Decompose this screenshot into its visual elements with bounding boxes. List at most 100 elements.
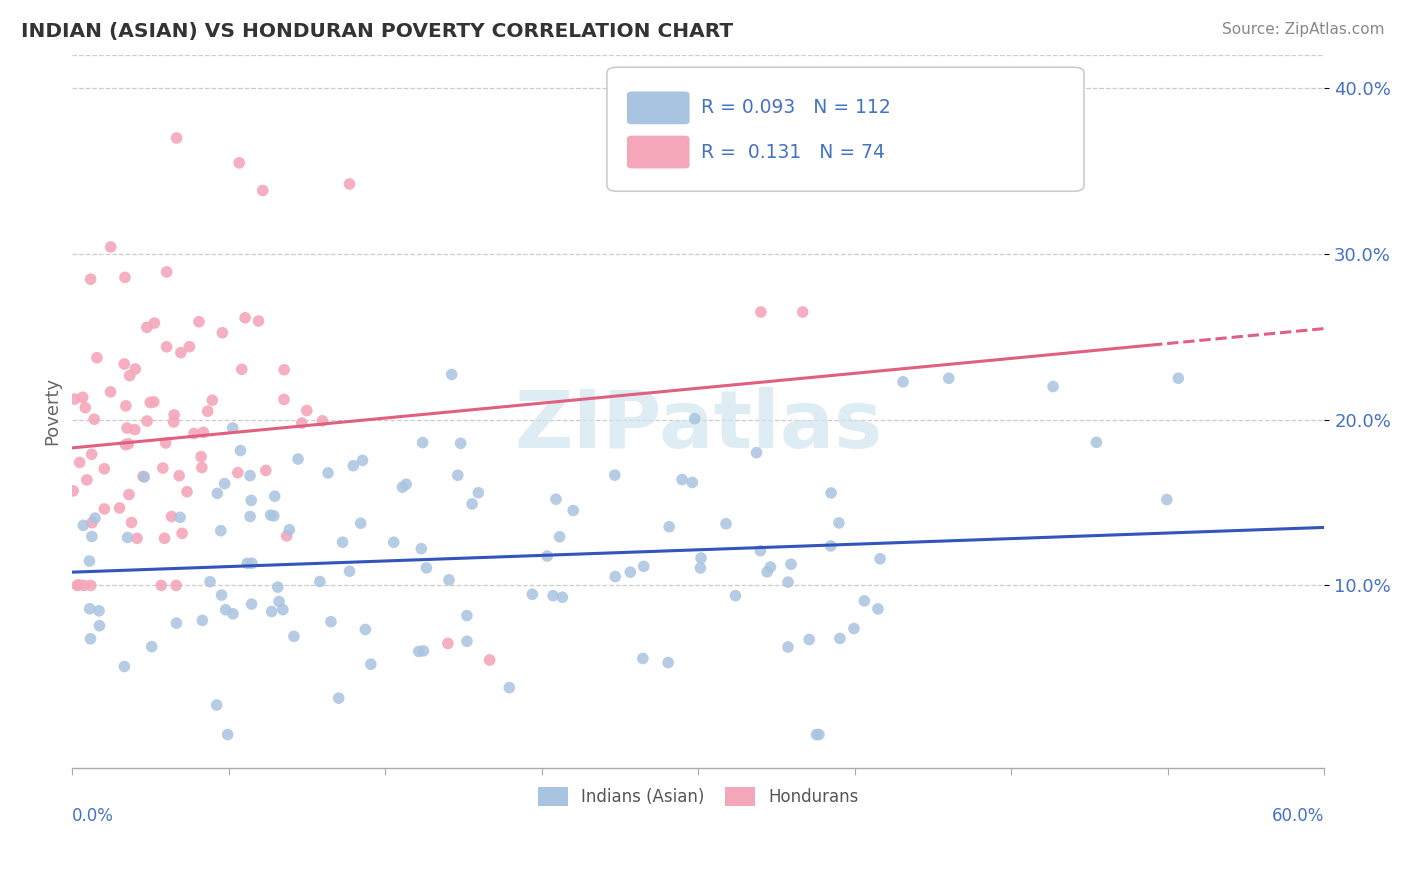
- Point: [498, 681, 520, 695]
- Point: [112, 357, 135, 371]
- Point: [155, 436, 177, 450]
- Point: [80, 447, 103, 461]
- Point: [134, 470, 156, 484]
- Point: [152, 461, 174, 475]
- Point: [76, 473, 98, 487]
- Point: [69, 455, 91, 469]
- FancyBboxPatch shape: [627, 92, 689, 124]
- Point: [75, 401, 97, 415]
- Point: [72, 518, 94, 533]
- Point: [118, 368, 141, 383]
- Point: [437, 573, 460, 587]
- Point: [163, 415, 186, 429]
- Point: [215, 603, 238, 617]
- Point: [121, 516, 143, 530]
- Point: [603, 468, 626, 483]
- Point: [776, 575, 799, 590]
- Point: [605, 569, 627, 583]
- Point: [536, 549, 558, 563]
- Point: [80, 529, 103, 543]
- Point: [415, 561, 437, 575]
- Point: [79, 632, 101, 646]
- Point: [86, 351, 108, 365]
- Point: [233, 310, 256, 325]
- Point: [263, 508, 285, 523]
- Legend: Indians (Asian), Hondurans: Indians (Asian), Hondurans: [531, 780, 865, 813]
- Point: [690, 551, 713, 566]
- Point: [319, 615, 342, 629]
- Point: [328, 691, 350, 706]
- Point: [193, 425, 215, 440]
- Point: [240, 556, 263, 570]
- Point: [117, 531, 139, 545]
- Point: [619, 565, 641, 579]
- Point: [136, 414, 159, 428]
- Point: [79, 272, 101, 286]
- Point: [143, 316, 166, 330]
- Point: [229, 443, 252, 458]
- Point: [842, 622, 865, 636]
- Point: [714, 516, 737, 531]
- Point: [807, 727, 830, 741]
- Point: [72, 390, 94, 404]
- Point: [63, 392, 86, 406]
- Point: [657, 656, 679, 670]
- Point: [239, 468, 262, 483]
- Point: [114, 438, 136, 452]
- Point: [165, 578, 187, 592]
- Point: [350, 516, 373, 531]
- Point: [125, 532, 148, 546]
- Point: [1167, 371, 1189, 385]
- Point: [456, 634, 478, 648]
- Point: [80, 578, 103, 592]
- Point: [391, 480, 413, 494]
- Point: [108, 500, 131, 515]
- Point: [100, 240, 122, 254]
- Point: [160, 509, 183, 524]
- Point: [222, 421, 245, 435]
- Point: [252, 184, 274, 198]
- Point: [236, 557, 259, 571]
- Point: [276, 529, 298, 543]
- Point: [749, 543, 772, 558]
- Point: [633, 559, 655, 574]
- Point: [891, 375, 914, 389]
- Point: [866, 602, 889, 616]
- Point: [562, 503, 585, 517]
- Point: [66, 578, 89, 592]
- Point: [79, 601, 101, 615]
- Point: [724, 589, 747, 603]
- Point: [759, 560, 782, 574]
- Point: [226, 466, 249, 480]
- Point: [73, 578, 96, 592]
- Point: [671, 473, 693, 487]
- Point: [170, 345, 193, 359]
- Point: [166, 131, 188, 145]
- Point: [799, 632, 821, 647]
- Point: [207, 486, 229, 500]
- Point: [172, 526, 194, 541]
- Point: [339, 177, 361, 191]
- Point: [135, 320, 157, 334]
- Point: [67, 578, 90, 592]
- Point: [114, 270, 136, 285]
- Point: [450, 436, 472, 450]
- Point: [163, 408, 186, 422]
- Point: [756, 565, 779, 579]
- Point: [142, 395, 165, 409]
- Text: R =  0.131   N = 74: R = 0.131 N = 74: [700, 143, 884, 161]
- Point: [1085, 435, 1108, 450]
- Point: [153, 531, 176, 545]
- Point: [191, 460, 214, 475]
- Point: [278, 523, 301, 537]
- Point: [820, 486, 842, 500]
- Point: [87, 604, 110, 618]
- Point: [447, 468, 470, 483]
- Point: [548, 530, 571, 544]
- Point: [792, 305, 814, 319]
- Point: [176, 484, 198, 499]
- Point: [354, 623, 377, 637]
- Point: [139, 395, 162, 409]
- FancyBboxPatch shape: [607, 67, 1084, 191]
- Point: [239, 509, 262, 524]
